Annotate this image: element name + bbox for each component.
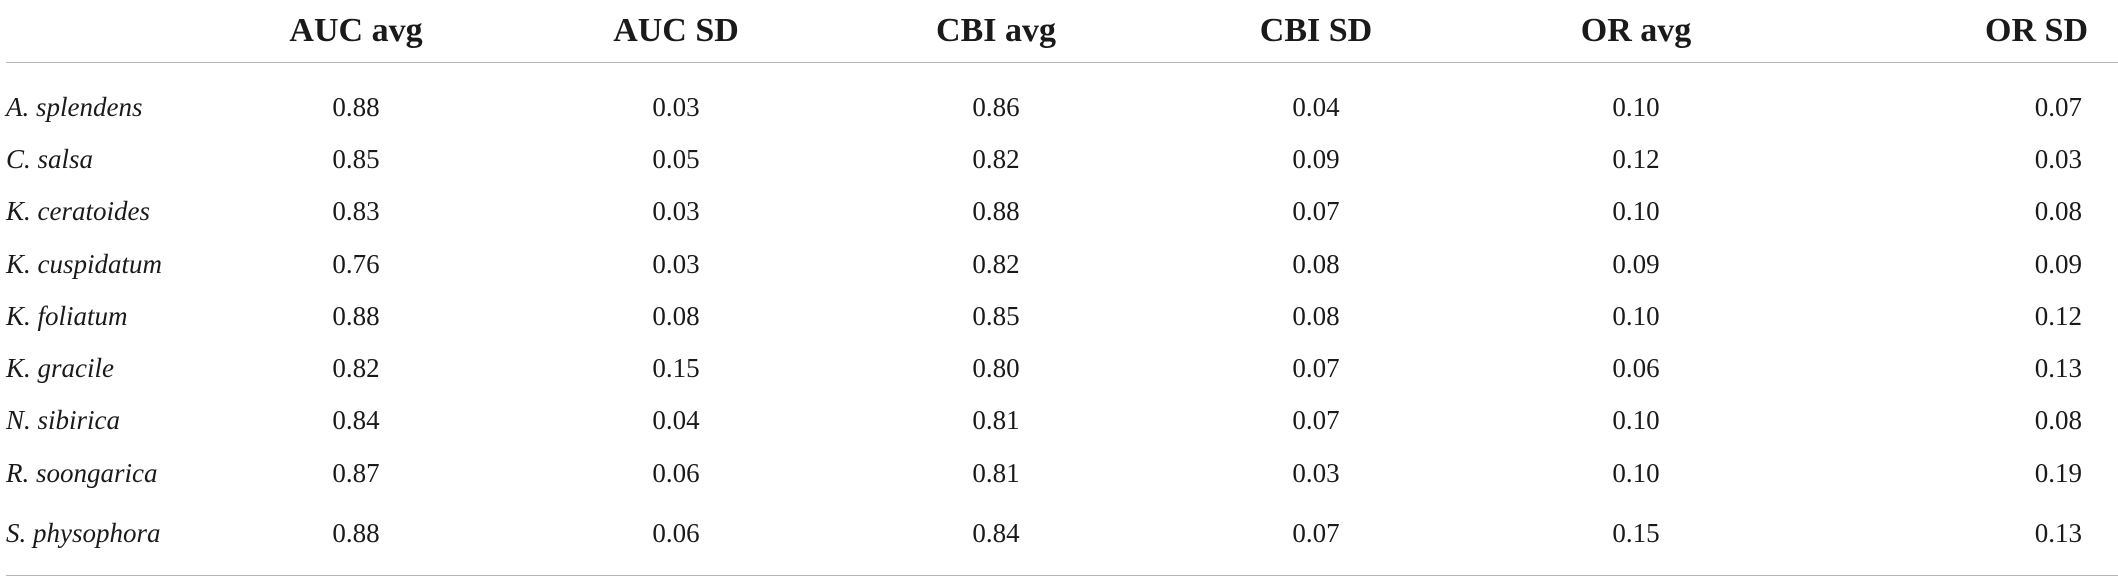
table-row: K. cuspidatum 0.76 0.03 0.82 0.08 0.09 0.09 — [6, 238, 2118, 290]
auc-sd-cell: 0.08 — [652, 300, 700, 331]
cbi-sd-cell: 0.07 — [1292, 196, 1340, 227]
or-avg-cell: 0.10 — [1612, 91, 1660, 122]
model-performance-table: AUC avg AUC SD CBI avg CBI SD OR avg OR … — [6, 0, 2118, 576]
cbi-avg-cell: 0.85 — [972, 300, 1020, 331]
auc-avg-cell: 0.84 — [332, 405, 380, 436]
species-name-cell: K. foliatum — [6, 300, 128, 331]
cbi-avg-cell: 0.82 — [972, 143, 1020, 174]
species-name-cell: R. soongarica — [6, 457, 158, 488]
or-sd-cell: 0.08 — [2034, 405, 2082, 436]
auc-sd-cell: 0.03 — [652, 196, 700, 227]
or-sd-cell: 0.13 — [2034, 353, 2082, 384]
header-or-sd: OR SD — [1796, 0, 2118, 63]
auc-sd-cell: 0.05 — [652, 143, 700, 174]
cbi-sd-cell: 0.08 — [1292, 248, 1340, 279]
cbi-avg-cell: 0.84 — [836, 499, 1156, 576]
auc-sd-cell: 0.06 — [652, 457, 700, 488]
auc-sd-cell: 0.06 — [516, 499, 836, 576]
header-auc-avg: AUC avg — [196, 0, 516, 63]
or-sd-cell: 0.08 — [2034, 196, 2082, 227]
header-or-avg: OR avg — [1476, 0, 1796, 63]
table-row: C. salsa 0.85 0.05 0.82 0.09 0.12 0.03 — [6, 133, 2118, 185]
or-sd-cell: 0.19 — [2034, 457, 2082, 488]
table-row: N. sibirica 0.84 0.04 0.81 0.07 0.10 0.08 — [6, 395, 2118, 447]
auc-avg-cell: 0.88 — [196, 499, 516, 576]
or-sd-cell: 0.13 — [1796, 499, 2118, 576]
cbi-avg-cell: 0.81 — [972, 457, 1020, 488]
auc-avg-cell: 0.88 — [332, 300, 380, 331]
auc-avg-cell: 0.83 — [332, 196, 380, 227]
cbi-sd-cell: 0.08 — [1292, 300, 1340, 331]
cbi-sd-cell: 0.07 — [1292, 353, 1340, 384]
auc-sd-cell: 0.04 — [652, 405, 700, 436]
or-sd-cell: 0.09 — [2034, 248, 2082, 279]
cbi-avg-cell: 0.82 — [972, 248, 1020, 279]
header-cbi-avg: CBI avg — [836, 0, 1156, 63]
auc-avg-cell: 0.87 — [332, 457, 380, 488]
table-row: R. soongarica 0.87 0.06 0.81 0.03 0.10 0.19 — [6, 447, 2118, 499]
or-sd-cell: 0.12 — [2034, 300, 2082, 331]
or-avg-cell: 0.10 — [1612, 405, 1660, 436]
cbi-avg-cell: 0.88 — [972, 196, 1020, 227]
header-row: AUC avg AUC SD CBI avg CBI SD OR avg OR … — [6, 0, 2118, 63]
cbi-sd-cell: 0.09 — [1292, 143, 1340, 174]
table-header: AUC avg AUC SD CBI avg CBI SD OR avg OR … — [6, 0, 2118, 63]
cbi-sd-cell: 0.04 — [1292, 91, 1340, 122]
table-row: S. physophora 0.88 0.06 0.84 0.07 0.15 0.13 — [6, 499, 2118, 576]
table-row: K. foliatum 0.88 0.08 0.85 0.08 0.10 0.12 — [6, 290, 2118, 342]
header-auc-sd: AUC SD — [516, 0, 836, 63]
table-row: A. splendens 0.88 0.03 0.86 0.04 0.10 0.07 — [6, 63, 2118, 134]
or-avg-cell: 0.12 — [1612, 143, 1660, 174]
auc-sd-cell: 0.03 — [652, 248, 700, 279]
or-avg-cell: 0.10 — [1612, 300, 1660, 331]
cbi-avg-cell: 0.86 — [972, 91, 1020, 122]
auc-avg-cell: 0.88 — [332, 91, 380, 122]
table-body: A. splendens 0.88 0.03 0.86 0.04 0.10 0.07 C. s… — [6, 63, 2118, 576]
species-name-cell: N. sibirica — [6, 405, 121, 436]
or-sd-cell: 0.07 — [2034, 91, 2082, 122]
auc-sd-cell: 0.03 — [652, 91, 700, 122]
header-cbi-sd: CBI SD — [1156, 0, 1476, 63]
or-avg-cell: 0.10 — [1612, 457, 1660, 488]
auc-sd-cell: 0.15 — [652, 353, 700, 384]
cbi-sd-cell: 0.07 — [1292, 405, 1340, 436]
or-avg-cell: 0.09 — [1612, 248, 1660, 279]
or-avg-cell: 0.06 — [1612, 353, 1660, 384]
species-name-cell: S. physophora — [6, 499, 196, 576]
cbi-sd-cell: 0.07 — [1156, 499, 1476, 576]
header-species — [6, 0, 196, 63]
or-avg-cell: 0.15 — [1476, 499, 1796, 576]
or-avg-cell: 0.10 — [1612, 196, 1660, 227]
auc-avg-cell: 0.76 — [332, 248, 380, 279]
cbi-sd-cell: 0.03 — [1292, 457, 1340, 488]
auc-avg-cell: 0.82 — [332, 353, 380, 384]
cbi-avg-cell: 0.81 — [972, 405, 1020, 436]
auc-avg-cell: 0.85 — [332, 143, 380, 174]
table-row: K. ceratoides 0.83 0.03 0.88 0.07 0.10 0.08 — [6, 186, 2118, 238]
species-name-cell: K. ceratoides — [6, 196, 150, 227]
or-sd-cell: 0.03 — [2034, 143, 2082, 174]
species-name-cell: K. gracile — [6, 353, 114, 384]
species-name-cell: C. salsa — [6, 143, 94, 174]
table-row: K. gracile 0.82 0.15 0.80 0.07 0.06 0.13 — [6, 342, 2118, 394]
species-name-cell: K. cuspidatum — [6, 248, 163, 279]
cbi-avg-cell: 0.80 — [972, 353, 1020, 384]
species-name-cell: A. splendens — [6, 91, 143, 122]
